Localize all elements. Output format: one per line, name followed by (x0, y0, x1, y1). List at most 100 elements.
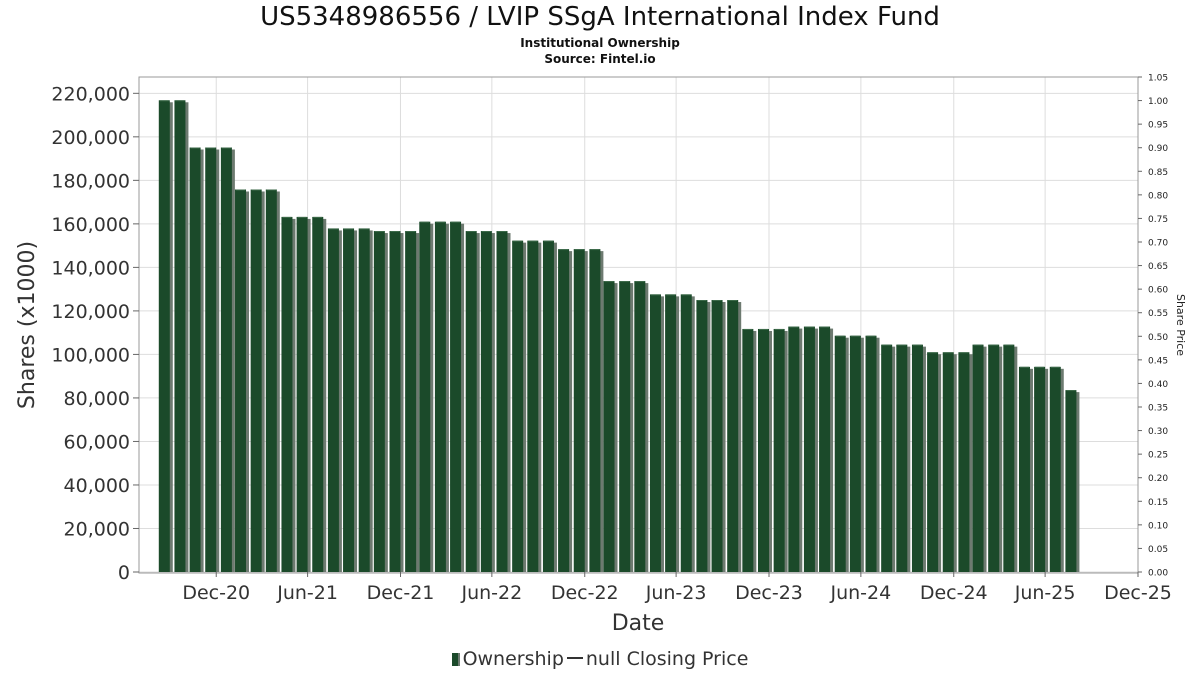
y2-tick-label: 0.20 (1148, 474, 1168, 484)
ownership-bar (343, 228, 355, 572)
y2-tick-label: 0.55 (1148, 309, 1168, 319)
ownership-bar (419, 221, 431, 572)
y2-tick-label: 0.80 (1148, 191, 1168, 201)
ownership-bar (619, 281, 631, 572)
ownership-bar (512, 240, 524, 572)
ownership-bar (742, 328, 754, 572)
y-tick-label: 60,000 (64, 431, 130, 453)
ownership-bar (988, 344, 1000, 572)
x-tick-label: Dec-21 (367, 582, 435, 604)
ownership-bar (573, 249, 585, 572)
ownership-bar (542, 240, 554, 572)
y2-axis-title: Share Price (1174, 294, 1187, 356)
y2-tick-label: 0.30 (1148, 427, 1168, 437)
ownership-bar (803, 326, 815, 572)
x-tick-label: Jun-23 (645, 582, 707, 604)
ownership-bar (1003, 344, 1015, 572)
ownership-bar (558, 249, 570, 572)
y-tick-label: 0 (118, 562, 130, 584)
ownership-bar (1018, 366, 1030, 572)
ownership-bar (680, 294, 692, 572)
price-legend-line (566, 657, 583, 659)
y2-tick-label: 0.65 (1148, 262, 1168, 272)
ownership-bar (450, 221, 462, 572)
axis-layer: 0 20,000 40,000 60,000 80,000 100,000 120,000 1… (51, 74, 1171, 605)
x-tick-label: Jun-24 (829, 582, 891, 604)
ownership-bar (158, 100, 170, 573)
ownership-bar (174, 100, 186, 573)
ownership-bar (1034, 366, 1046, 572)
ownership-bar (327, 228, 339, 572)
x-tick-label: Dec-20 (182, 582, 250, 604)
y-tick-label: 220,000 (51, 83, 130, 105)
ownership-bar (896, 344, 908, 572)
chart-title: US5348986556 / LVIP SSgA International I… (260, 2, 940, 32)
ownership-bar (958, 352, 970, 572)
ownership-bar (312, 216, 324, 572)
x-tick-label: Jun-21 (276, 582, 338, 604)
ownership-bar (942, 352, 954, 572)
ownership-bar (358, 228, 370, 572)
ownership-bar (1049, 366, 1061, 572)
ownership-bar (727, 300, 739, 572)
ownership-bar (265, 189, 277, 572)
ownership-bar (603, 281, 615, 572)
ownership-bar (205, 147, 217, 572)
ownership-bar (465, 231, 477, 573)
y2-tick-label: 0.50 (1148, 333, 1168, 343)
legend-ownership-label: Ownership (462, 648, 564, 670)
ownership-bar (819, 326, 831, 572)
y2-tick-label: 0.95 (1148, 121, 1168, 131)
y2-tick-label: 0.25 (1148, 451, 1168, 461)
y2-tick-label: 0.10 (1148, 521, 1168, 531)
y2-tick-label: 0.35 (1148, 404, 1168, 414)
y-tick-label: 80,000 (64, 388, 130, 410)
chart-legend: Ownership null Closing Price (0, 647, 1200, 671)
ownership-bar (711, 300, 723, 572)
x-tick-label: Dec-23 (735, 582, 803, 604)
ownership-bar (788, 326, 800, 572)
y2-tick-label: 0.75 (1148, 215, 1168, 225)
y2-tick-label: 0.05 (1148, 545, 1168, 555)
ownership-bar (296, 216, 308, 572)
ownership-bar (405, 231, 417, 573)
ownership-bar (589, 249, 601, 572)
ownership-legend-swatch (451, 653, 460, 666)
ownership-bar (220, 147, 232, 572)
chart-source: Source: Fintel.io (544, 52, 656, 66)
y-tick-label: 140,000 (51, 257, 130, 279)
y-tick-label: 40,000 (64, 475, 130, 497)
y2-tick-label: 0.85 (1148, 168, 1168, 178)
legend-price-label: null Closing Price (585, 648, 749, 670)
ownership-bar (865, 335, 877, 572)
chart-subtitle: Institutional Ownership (520, 36, 680, 50)
y2-tick-label: 0.45 (1148, 356, 1168, 366)
y-tick-label: 120,000 (51, 301, 130, 323)
bars-layer (158, 100, 1080, 573)
ownership-bar (281, 216, 293, 572)
ownership-bar (773, 328, 785, 572)
y-tick-label: 100,000 (51, 344, 130, 366)
ownership-bar (434, 221, 446, 572)
y-tick-label: 180,000 (51, 170, 130, 192)
ownership-bar (480, 231, 492, 573)
x-tick-label: Jun-22 (460, 582, 522, 604)
y2-tick-label: 0.90 (1148, 144, 1168, 154)
ownership-bar (911, 344, 923, 572)
plot-frame (138, 76, 1139, 574)
ownership-bar (496, 231, 508, 573)
ownership-bar (250, 189, 262, 572)
ownership-bar (881, 344, 893, 572)
ownership-bar (696, 300, 708, 572)
ownership-bar (834, 335, 846, 572)
y2-tick-label: 1.05 (1148, 74, 1168, 84)
x-tick-label: Dec-24 (920, 582, 988, 604)
y-tick-label: 20,000 (64, 518, 130, 540)
y2-tick-label: 0.15 (1148, 498, 1168, 508)
y2-tick-label: 1.00 (1148, 97, 1168, 107)
ownership-bar (527, 240, 539, 572)
y2-tick-label: 0.60 (1148, 286, 1168, 296)
y-tick-label: 200,000 (51, 127, 130, 149)
ownership-bar (189, 147, 201, 572)
